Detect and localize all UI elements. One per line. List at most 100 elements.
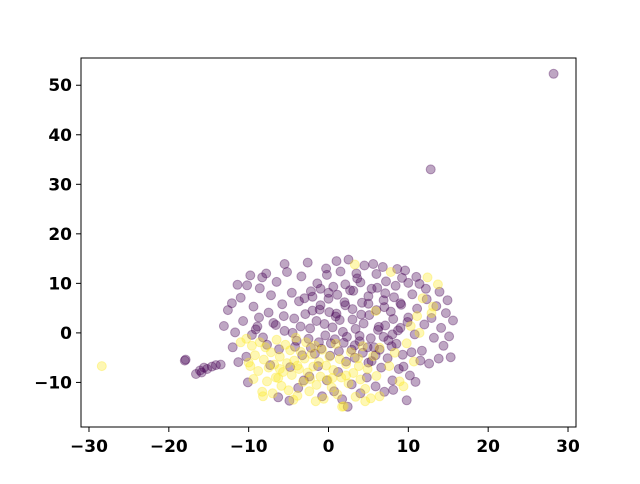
- y-tick-label: 30: [48, 175, 72, 195]
- data-point: [356, 309, 367, 320]
- data-point: [349, 340, 360, 351]
- data-point: [294, 364, 304, 374]
- data-point: [195, 365, 205, 376]
- x-tick-label: 30: [556, 437, 580, 457]
- data-point: [362, 364, 373, 374]
- data-point: [334, 354, 345, 365]
- data-point: [328, 365, 339, 375]
- data-point: [369, 342, 379, 353]
- data-point: [355, 388, 366, 399]
- data-point: [390, 280, 401, 291]
- data-point: [388, 314, 399, 324]
- data-point: [270, 372, 281, 383]
- data-point: [210, 360, 221, 371]
- data-point: [357, 297, 367, 308]
- data-point: [276, 380, 287, 391]
- data-point: [315, 371, 326, 382]
- data-point: [347, 304, 358, 315]
- data-point: [392, 264, 403, 274]
- data-point: [242, 280, 253, 291]
- data-point: [324, 351, 335, 362]
- data-point: [409, 329, 420, 340]
- x-tick-label: 20: [476, 437, 500, 457]
- data-point: [250, 324, 261, 335]
- data-point: [412, 311, 423, 322]
- data-point: [426, 313, 437, 323]
- data-point: [260, 342, 271, 353]
- data-point: [317, 344, 328, 355]
- data-point: [278, 367, 288, 377]
- data-point: [271, 334, 282, 345]
- data-point: [331, 308, 342, 319]
- data-point: [412, 303, 423, 314]
- data-point: [292, 390, 303, 401]
- data-point: [227, 342, 238, 353]
- data-point: [265, 360, 276, 371]
- data-point: [321, 360, 332, 371]
- data-point: [315, 300, 326, 311]
- data-point: [238, 316, 249, 326]
- data-point: [372, 282, 383, 293]
- data-point: [333, 367, 344, 377]
- data-point: [179, 355, 190, 366]
- data-point: [373, 321, 384, 332]
- data-point: [403, 277, 414, 288]
- data-point: [280, 339, 291, 350]
- data-point: [302, 367, 313, 378]
- data-point: [370, 350, 381, 361]
- data-point: [258, 354, 269, 365]
- data-point: [431, 301, 442, 312]
- data-point: [335, 266, 346, 277]
- data-point: [299, 353, 310, 364]
- data-point: [337, 394, 348, 405]
- data-point: [215, 359, 226, 370]
- data-point: [325, 350, 336, 361]
- data-point: [325, 338, 336, 349]
- data-point: [257, 272, 268, 283]
- data-point: [218, 321, 229, 331]
- data-point: [448, 315, 458, 326]
- data-point: [324, 307, 335, 318]
- data-point: [415, 355, 426, 366]
- data-point: [397, 272, 407, 283]
- data-point: [371, 269, 382, 279]
- data-point: [300, 309, 311, 320]
- data-point: [274, 364, 285, 374]
- data-point: [226, 298, 237, 309]
- data-point: [428, 332, 439, 343]
- data-point: [378, 295, 389, 306]
- data-point: [385, 267, 396, 277]
- data-point: [419, 319, 430, 330]
- data-point: [345, 347, 356, 358]
- y-tick-label: 50: [48, 76, 72, 96]
- data-point: [296, 271, 307, 282]
- data-point: [351, 268, 362, 279]
- data-point: [424, 358, 435, 369]
- data-point: [306, 349, 317, 360]
- data-point: [395, 298, 406, 309]
- data-point: [411, 271, 422, 282]
- data-point: [327, 373, 338, 383]
- y-tick-label: 10: [48, 274, 72, 294]
- data-point: [394, 376, 405, 387]
- data-point: [313, 337, 324, 348]
- data-point: [270, 320, 281, 330]
- data-point: [329, 386, 340, 397]
- data-point: [374, 391, 385, 402]
- data-point: [361, 372, 372, 383]
- data-point: [196, 367, 207, 378]
- data-point: [428, 301, 439, 312]
- data-point: [426, 308, 437, 319]
- data-point: [371, 305, 382, 316]
- data-point: [257, 386, 268, 397]
- data-point: [373, 324, 383, 335]
- data-point: [389, 292, 399, 303]
- data-point: [350, 391, 361, 402]
- data-point: [336, 372, 347, 383]
- data-point: [202, 364, 213, 374]
- data-point: [358, 318, 369, 329]
- data-point: [371, 371, 382, 381]
- data-point: [309, 348, 320, 359]
